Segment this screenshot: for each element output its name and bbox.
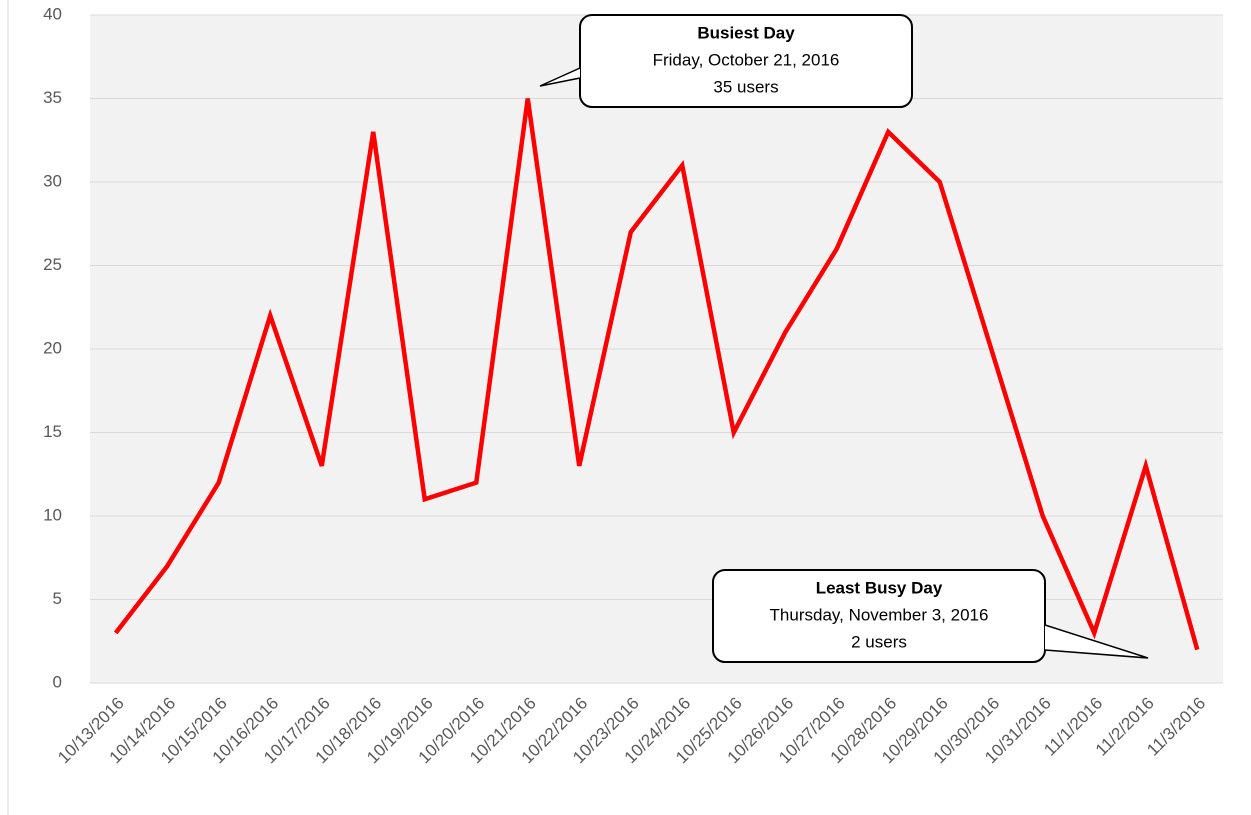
callout-box (712, 569, 1046, 663)
callout: Busiest Day Friday, October 21, 2016 35 us… (539, 14, 913, 108)
y-tick-label: 15 (43, 422, 62, 441)
y-tick-label: 40 (43, 4, 62, 23)
y-tick-label: 25 (43, 255, 62, 274)
annotation-text: 2 users (851, 632, 907, 651)
y-tick-label: 20 (43, 338, 62, 357)
y-tick-label: 30 (43, 171, 62, 190)
y-tick-label: 35 (43, 88, 62, 107)
annotation-text: Friday, October 21, 2016 (653, 50, 840, 69)
callout-pointer (1044, 624, 1149, 659)
y-tick-label: 0 (53, 672, 62, 691)
annotation-text: Thursday, November 3, 2016 (770, 605, 989, 624)
annotation-title: Least Busy Day (816, 578, 943, 597)
y-tick-label: 5 (53, 589, 62, 608)
data-line (113, 98, 1200, 651)
callout-box (579, 14, 913, 108)
callout: Least Busy Day Thursday, November 3, 2016… (712, 569, 1149, 663)
annotation-text: 35 users (713, 77, 778, 96)
y-tick-label: 10 (43, 505, 62, 524)
annotation-title: Busiest Day (697, 23, 795, 42)
callout-pointer (539, 67, 581, 87)
